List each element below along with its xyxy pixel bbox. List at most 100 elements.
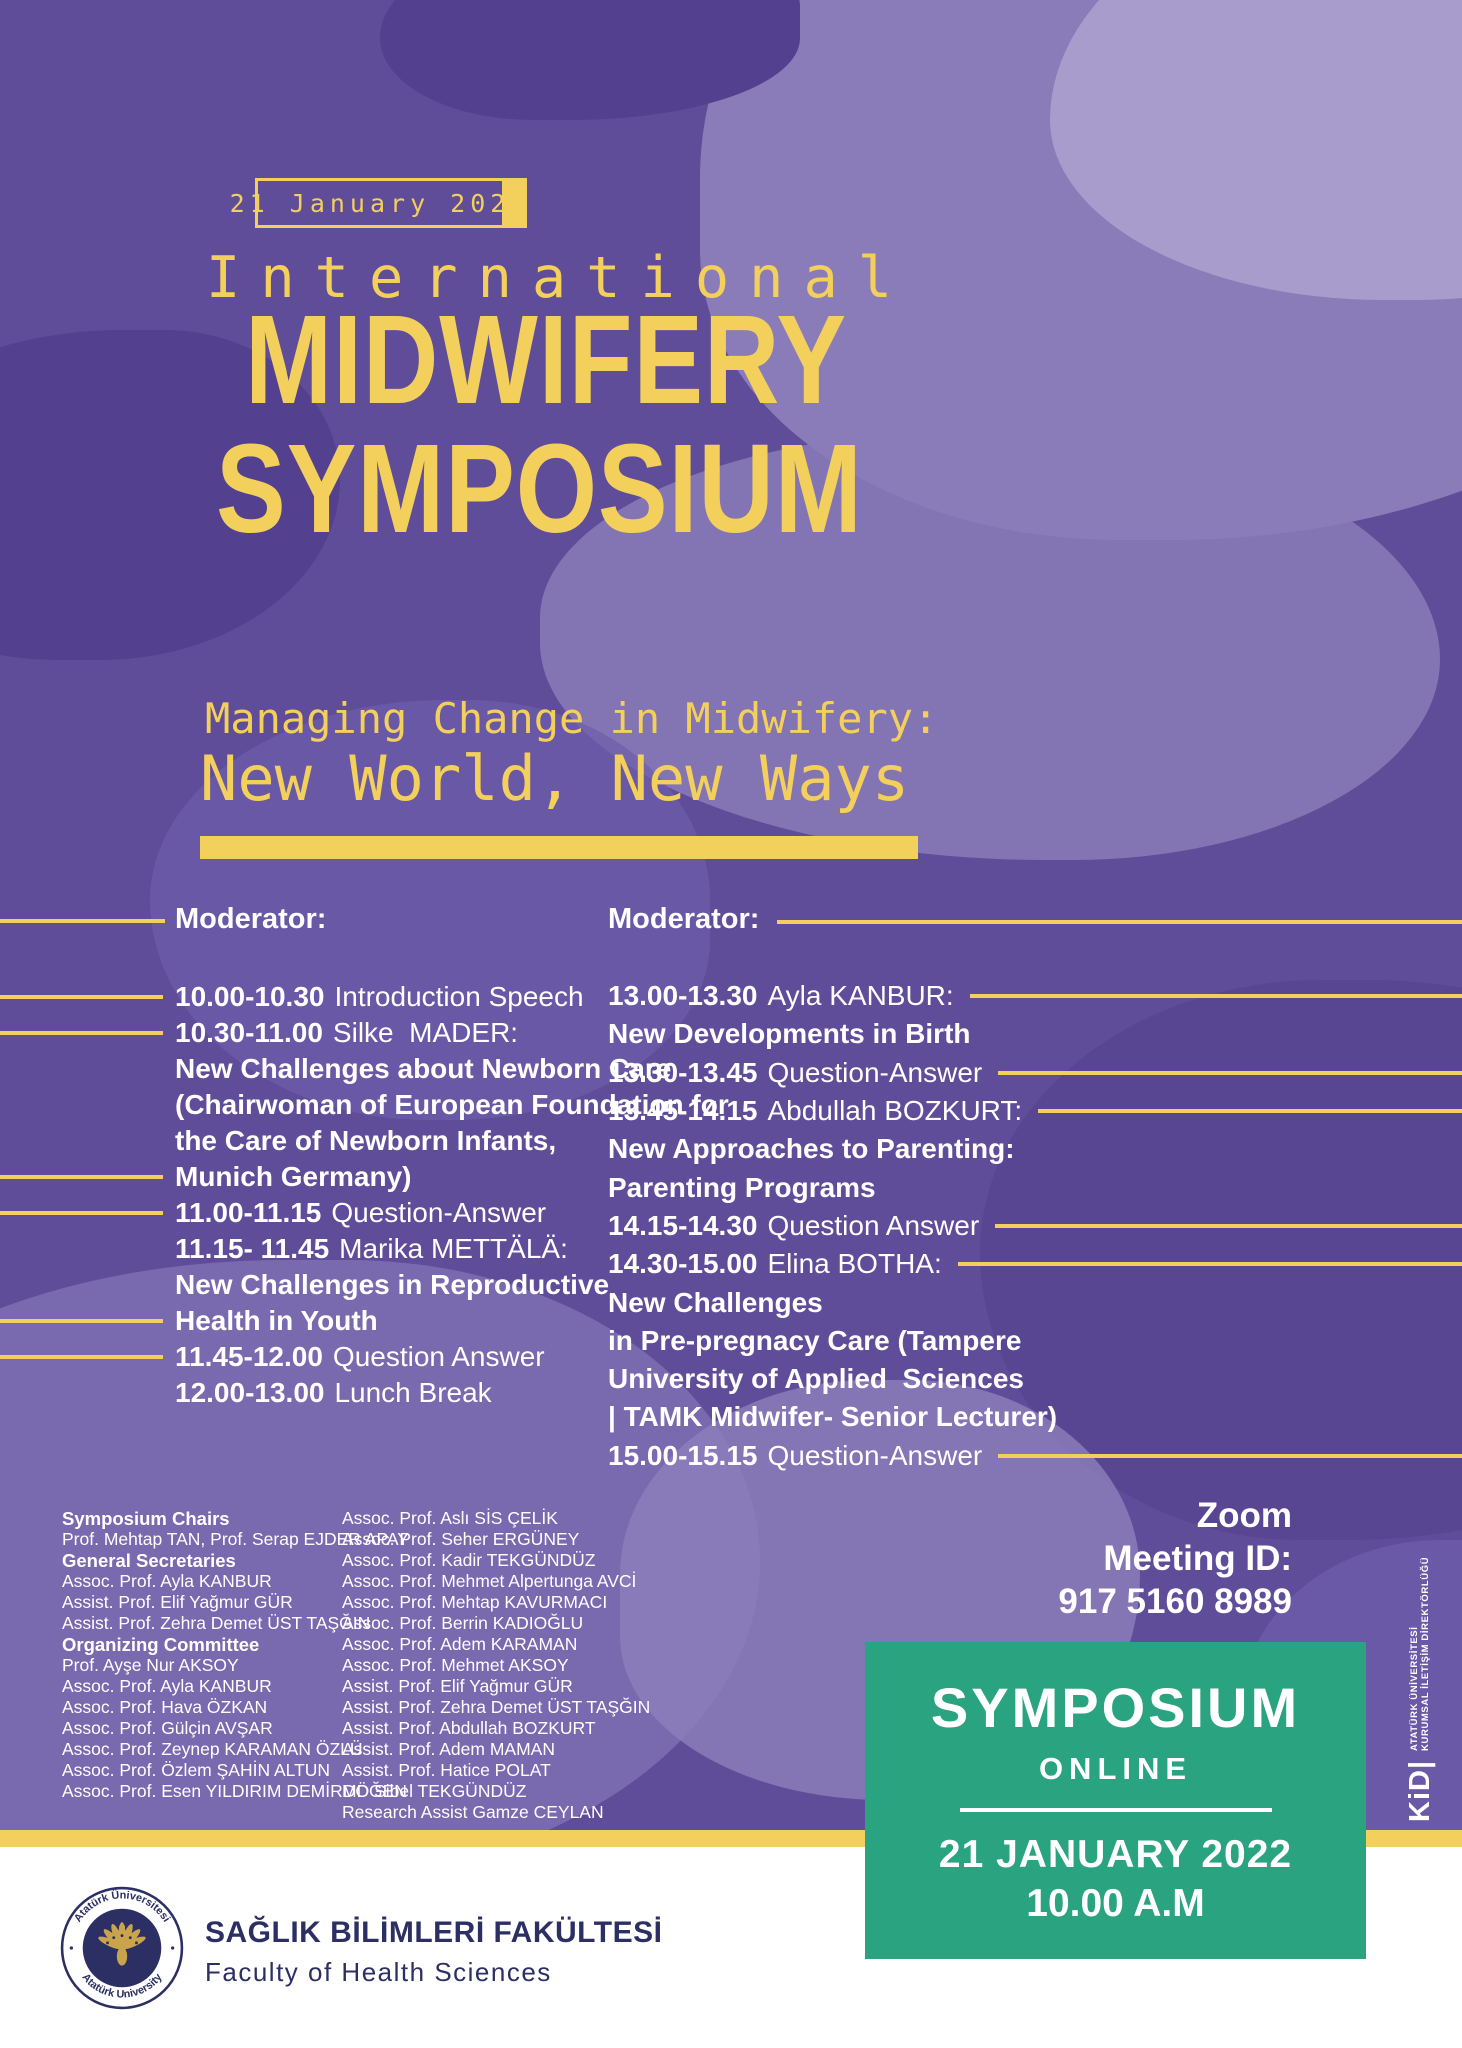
schedule-row: University of Applied Sciences	[608, 1360, 1462, 1398]
meeting-id-number: 917 5160 8989	[1058, 1582, 1292, 1621]
committee-entry: Assist. Prof. Zehra Demet ÜST TAŞĞIN	[342, 1697, 651, 1717]
schedule-row: | TAMK Midwifer- Senior Lecturer)	[608, 1398, 1462, 1436]
schedule-row-lead	[0, 1319, 175, 1323]
schedule-rule-line	[969, 994, 1462, 999]
meeting-id-label: Meeting ID:	[1103, 1539, 1292, 1578]
faculty-name-turkish: SAĞLIK BİLİMLERİ FAKÜLTESİ	[205, 1916, 663, 1949]
schedule-row: New Developments in Birth	[608, 1015, 1462, 1053]
faculty-name-block: SAĞLIK BİLİMLERİ FAKÜLTESİ Faculty of He…	[205, 1916, 662, 1988]
schedule-time: 11.00-11.15	[175, 1197, 322, 1228]
schedule-text: New Challenges	[608, 1286, 823, 1318]
moderator-left-rule	[0, 919, 165, 923]
online-box-subtitle: ONLINE	[1038, 1751, 1193, 1786]
committee-entry: Assist. Prof. Elif Yağmur GÜR	[62, 1592, 293, 1612]
schedule-text: Lunch Break	[334, 1377, 492, 1408]
schedule-row: 14.15-14.30 Question Answer	[608, 1207, 1462, 1245]
schedule-row: 14.30-15.00 Elina BOTHA:	[608, 1245, 1462, 1283]
schedule-text: Question-Answer	[331, 1197, 547, 1228]
schedule-text: Munich Germany)	[175, 1161, 412, 1192]
schedule-text: Question Answer	[767, 1209, 980, 1241]
schedule-text: (Chairwoman of European Foundation for	[175, 1089, 729, 1120]
committee-entry: Assoc. Prof. Ayla KANBUR	[62, 1571, 272, 1591]
schedule-row: Health in Youth	[0, 1303, 760, 1339]
schedule-row: 13.45-14.15 Abdullah BOZKURT:	[608, 1092, 1462, 1130]
schedule-row: 10.00-10.30 Introduction Speech	[0, 979, 760, 1015]
schedule-text: University of Applied Sciences	[608, 1363, 1024, 1395]
schedule-rule-line	[998, 1070, 1462, 1075]
moderator-right-rule	[777, 919, 1462, 924]
schedule-text: Question-Answer	[767, 1439, 983, 1471]
schedule-text: in Pre-pregnacy Care (Tampere	[608, 1324, 1022, 1356]
schedule-rule-line	[998, 1453, 1462, 1458]
schedule-left: 10.00-10.30 Introduction Speech 10.30-11…	[0, 979, 760, 1411]
committee-column-left: Symposium Chairs Prof. Mehtap TAN, Prof. …	[62, 1508, 409, 1802]
online-box-title: SYMPOSIUM	[930, 1676, 1301, 1739]
symposium-online-box: SYMPOSIUM ONLINE 21 JANUARY 2022 10.00 A…	[865, 1642, 1366, 1959]
committee-entry: Assist. Prof. Hatice POLAT	[342, 1760, 551, 1780]
kid-university-line: ATATÜRK ÜNİVERSİTESİ	[1408, 1626, 1420, 1751]
schedule-row: 10.30-11.00 Silke MADER:	[0, 1015, 760, 1051]
schedule-time: 11.15- 11.45	[175, 1233, 330, 1264]
university-logo: Atatürk Üniversitesi Atatürk University	[60, 1886, 184, 2010]
schedule-text: Abdullah BOZKURT:	[767, 1095, 1023, 1127]
committee-entry: Assoc. Prof. Adem KARAMAN	[342, 1634, 578, 1654]
date-badge: 21 January 2022	[230, 178, 525, 228]
schedule-row: Parenting Programs	[608, 1168, 1462, 1206]
committee-entry: Prof. Ayşe Nur AKSOY	[62, 1655, 239, 1675]
title-underline-bar	[200, 836, 918, 859]
schedule-rule-line	[995, 1223, 1462, 1228]
schedule-rule-line	[1038, 1109, 1462, 1114]
committee-entry: Assoc. Prof. Esen YILDIRIM DEMİRDÖĞEN	[62, 1781, 407, 1801]
schedule-row: 11.15- 11.45 Marika METTÄLÄ:	[0, 1231, 760, 1267]
logo-emblem	[98, 1922, 146, 1966]
schedule-row: New Challenges	[608, 1283, 1462, 1321]
schedule-text: New Developments in Birth	[608, 1018, 971, 1050]
schedule-text: New Approaches to Parenting:	[608, 1133, 1015, 1165]
watercolor-blob	[540, 430, 1440, 860]
schedule-row-lead	[0, 1175, 175, 1179]
schedule-row: New Approaches to Parenting:	[608, 1130, 1462, 1168]
schedule-text: Ayla KANBUR:	[767, 980, 954, 1012]
schedule-rule-line	[0, 1031, 163, 1035]
subtitle-line2: New World, New Ways	[200, 742, 910, 815]
moderator-right: Moderator:	[608, 903, 1462, 936]
online-box-date: 21 JANUARY 2022	[938, 1833, 1293, 1876]
committee-entry: Assist. Prof. Elif Yağmur GÜR	[342, 1676, 573, 1696]
committee-entry: Assoc. Prof. Zeynep KARAMAN ÖZLÜ	[62, 1739, 363, 1759]
schedule-text: Question Answer	[332, 1341, 545, 1372]
committee-entry: Assoc. Prof. Ayla KANBUR	[62, 1676, 272, 1696]
schedule-text: Introduction Speech	[334, 981, 584, 1012]
schedule-time: 10.00-10.30	[175, 981, 325, 1012]
title-international: International	[206, 245, 913, 311]
committee-entry: Assoc. Prof. Özlem ŞAHİN ALTUN	[62, 1760, 331, 1780]
schedule-text: New Challenges in Reproductive	[175, 1269, 610, 1300]
schedule-time: 13.00-13.30	[608, 980, 758, 1012]
schedule-row: 13.00-13.30 Ayla KANBUR:	[608, 977, 1462, 1015]
kid-directorate-line: KURUMSAL İLETİŞİM DİREKTÖRLÜĞÜ	[1420, 1556, 1431, 1751]
committee-entry: General Secretaries	[62, 1550, 236, 1571]
schedule-text: Question-Answer	[767, 1056, 983, 1088]
schedule-text: | TAMK Midwifer- Senior Lecturer)	[608, 1401, 1058, 1433]
schedule-text: Parenting Programs	[608, 1171, 876, 1203]
schedule-text: Silke MADER:	[332, 1017, 519, 1048]
committee-entry: Assoc. Prof. Berrin KADIOĞLU	[342, 1613, 584, 1633]
schedule-row: 11.00-11.15 Question-Answer	[0, 1195, 760, 1231]
zoom-meeting-info: Zoom Meeting ID: 917 5160 8989	[1058, 1494, 1292, 1623]
schedule-time: 11.45-12.00	[175, 1341, 323, 1372]
schedule-row: New Challenges about Newborn Care	[0, 1051, 760, 1087]
schedule-row: 11.45-12.00 Question Answer	[0, 1339, 760, 1375]
committee-entry: Organizing Committee	[62, 1634, 260, 1655]
schedule-time: 14.15-14.30	[608, 1209, 758, 1241]
committee-entry: Assoc. Prof. Kadir TEKGÜNDÜZ	[342, 1550, 596, 1570]
committee-entry: Assoc. Prof. Mehmet Alpertunga AVCİ	[342, 1571, 637, 1591]
date-badge-text: 21 January 2022	[229, 188, 531, 218]
schedule-time: 13.30-13.45	[608, 1056, 758, 1088]
online-box-time: 10.00 A.M	[1026, 1882, 1205, 1925]
schedule-rule-line	[0, 1319, 163, 1323]
schedule-rule-line	[0, 1355, 163, 1359]
committee-entry: Assoc. Prof. Mehtap KAVURMACI	[342, 1592, 608, 1612]
schedule-row: Munich Germany)	[0, 1159, 760, 1195]
schedule-row-lead	[0, 1355, 175, 1359]
schedule-text: Marika METTÄLÄ:	[339, 1233, 568, 1264]
